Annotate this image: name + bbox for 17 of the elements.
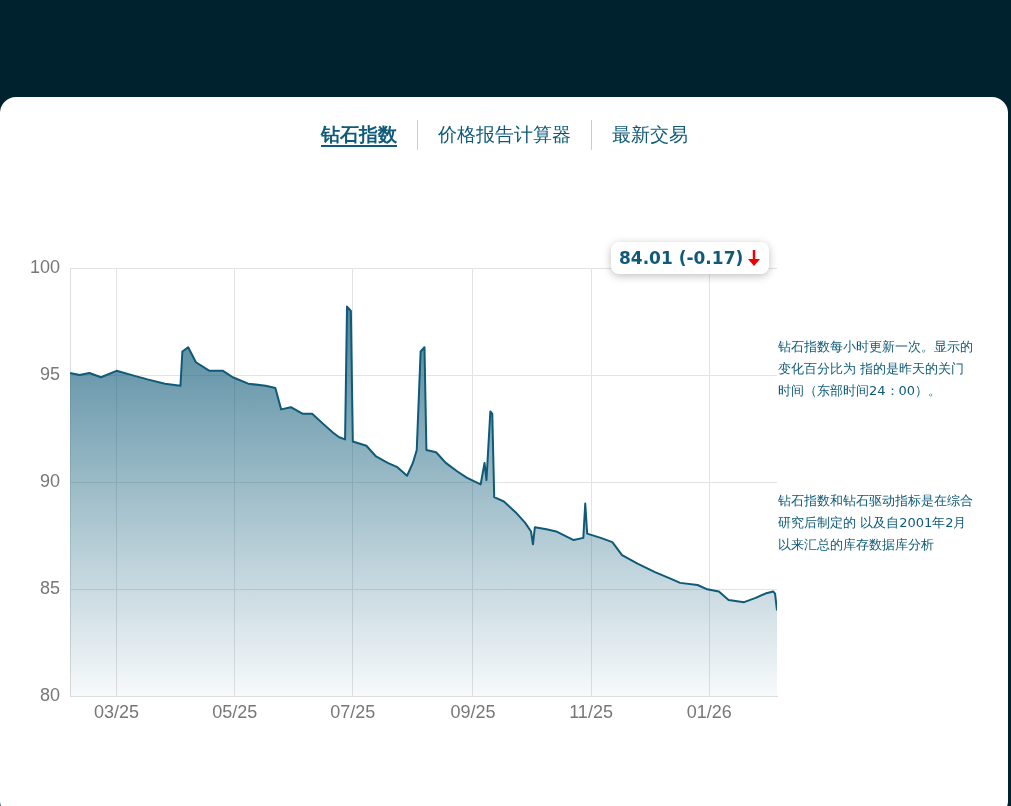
- text: 价格报告计算器: [437, 123, 571, 145]
- y-tick-label: 95: [40, 364, 61, 385]
- y-tick-label: 90: [40, 471, 61, 492]
- y-tick-label: 80: [40, 685, 61, 706]
- x-tick-label: 07/25: [330, 702, 376, 723]
- x-tick-label: 11/25: [569, 702, 613, 723]
- text: 84.01 (-0.17): [619, 248, 744, 268]
- x-tick-label: 09/25: [450, 702, 496, 723]
- x-tick-label: 01/26: [686, 702, 732, 723]
- y-tick-label: 100: [29, 256, 61, 277]
- x-tick-label: 03/25: [93, 702, 140, 723]
- x-tick-label: 05/25: [212, 702, 258, 723]
- text: 最新交易: [611, 123, 688, 145]
- text: 钻石指数每小时更新一次。显示的变化百分比为 指的是昨天的关门时间（东部时间24：00）。: [778, 338, 973, 400]
- text: 钻石指数和钻石驱动指标是在综合研究后制定的 以及自2001年2月以来汇总的库存数据库分析: [778, 492, 973, 554]
- y-tick-label: 85: [40, 578, 61, 599]
- text: 钻石指数: [320, 123, 397, 147]
